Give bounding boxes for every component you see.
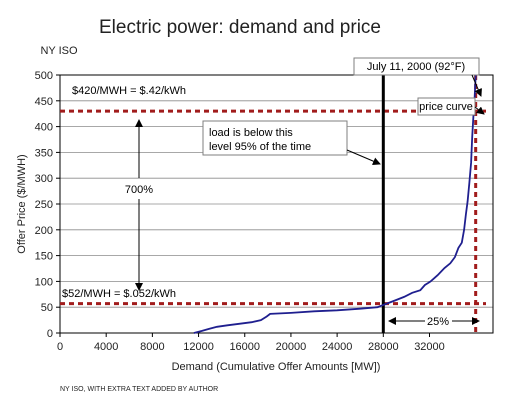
y-tick-label: 450 xyxy=(35,96,53,108)
price-curve-arrow xyxy=(474,106,485,115)
peak-arrow xyxy=(471,74,482,97)
chart-subtitle: NY ISO xyxy=(40,45,78,57)
y-axis-label: Offer Price ($/MWH) xyxy=(16,154,28,253)
y-axis: 0 50 100 150 200 250 300 350 400 450 500 xyxy=(35,70,60,340)
y-tick-label: 100 xyxy=(35,276,53,288)
reference-lines xyxy=(60,75,486,333)
price-curve-label-box xyxy=(417,97,476,116)
gridlines xyxy=(60,100,493,308)
annotation-ratio: 700% xyxy=(125,184,153,196)
y-tick-label: 50 xyxy=(41,302,53,314)
annotation-price-high: $420/MWH = $.42/kWh xyxy=(72,85,186,97)
y-tick-label: 500 xyxy=(35,70,53,82)
annotation-load-line1: load is below this xyxy=(209,127,293,139)
y-tick-label: 250 xyxy=(35,199,53,211)
y-tick-label: 350 xyxy=(35,147,53,159)
annotation-peak: July 11, 2000 (92°F) xyxy=(367,61,465,73)
y-tick-label: 0 xyxy=(47,328,53,340)
x-tick-label: 0 xyxy=(57,341,63,353)
annotation-gap: 25% xyxy=(427,316,449,328)
x-axis-label: Demand (Cumulative Offer Amounts [MW]) xyxy=(172,361,381,373)
y-tick-label: 200 xyxy=(35,225,53,237)
x-tick-label: 4000 xyxy=(94,341,118,353)
annotation-load-line2: level 95% of the time xyxy=(209,141,311,153)
chart-title: Electric power: demand and price xyxy=(99,17,381,38)
x-tick-label: 28000 xyxy=(368,341,399,353)
load-note-box xyxy=(202,120,348,156)
x-axis: 0 4000 8000 12000 16000 20000 24000 28000 32000 xyxy=(57,333,445,353)
annotation-price-low: $52/MWH = $.052/kWh xyxy=(62,288,176,300)
x-tick-label: 12000 xyxy=(183,341,214,353)
peak-label-box xyxy=(353,57,480,76)
load-note-arrow xyxy=(346,149,381,165)
x-tick-label: 20000 xyxy=(276,341,307,353)
y-tick-label: 400 xyxy=(35,122,53,134)
y-tick-label: 300 xyxy=(35,173,53,185)
y-tick-label: 150 xyxy=(35,251,53,263)
price-curve-line xyxy=(193,74,477,334)
x-tick-label: 8000 xyxy=(140,341,164,353)
annotation-price-curve: price curve xyxy=(419,101,473,113)
x-tick-label: 16000 xyxy=(229,341,260,353)
source-note: NY ISO, WITH EXTRA TEXT ADDED BY AUTHOR xyxy=(60,386,218,393)
x-tick-label: 24000 xyxy=(322,341,353,353)
x-tick-label: 32000 xyxy=(414,341,445,353)
